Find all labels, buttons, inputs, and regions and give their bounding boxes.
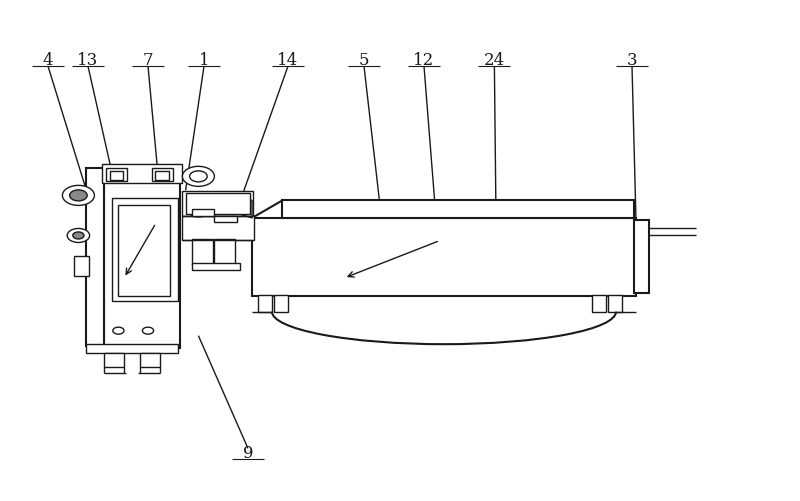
Circle shape	[73, 232, 84, 239]
Circle shape	[182, 166, 214, 186]
Text: 7: 7	[142, 52, 154, 69]
Bar	[274, 295, 288, 312]
Bar	[182, 216, 254, 240]
Bar	[118, 205, 170, 296]
Text: 14: 14	[278, 52, 298, 69]
Bar	[86, 344, 178, 353]
Bar	[152, 168, 173, 181]
Circle shape	[67, 228, 90, 242]
Bar	[155, 171, 169, 180]
Bar	[258, 295, 272, 312]
Circle shape	[190, 171, 207, 182]
Text: 5: 5	[358, 52, 370, 69]
Text: 24: 24	[484, 52, 505, 69]
Text: 9: 9	[242, 445, 254, 462]
Bar	[192, 263, 240, 270]
Circle shape	[62, 185, 94, 205]
Bar	[214, 239, 235, 265]
Bar	[104, 165, 180, 348]
Bar	[608, 295, 622, 312]
Bar	[112, 198, 178, 301]
Polygon shape	[236, 195, 252, 218]
Bar	[192, 239, 213, 265]
Text: 13: 13	[78, 52, 98, 69]
Text: 3: 3	[626, 52, 638, 69]
Bar	[252, 218, 636, 296]
Circle shape	[70, 190, 87, 201]
Text: 1: 1	[198, 52, 210, 69]
Bar	[74, 256, 89, 276]
Circle shape	[188, 204, 209, 217]
Bar	[192, 209, 214, 216]
Bar	[110, 171, 123, 180]
Bar	[182, 191, 253, 216]
Text: 12: 12	[414, 52, 434, 69]
Bar	[282, 200, 634, 218]
Bar	[104, 353, 124, 367]
Bar	[106, 168, 127, 181]
Bar	[102, 164, 182, 183]
Bar	[186, 193, 250, 214]
Text: 4: 4	[42, 52, 54, 69]
Bar	[634, 220, 649, 293]
Bar	[592, 295, 606, 312]
Bar	[140, 353, 160, 367]
Bar	[86, 168, 104, 346]
Bar	[214, 216, 237, 222]
